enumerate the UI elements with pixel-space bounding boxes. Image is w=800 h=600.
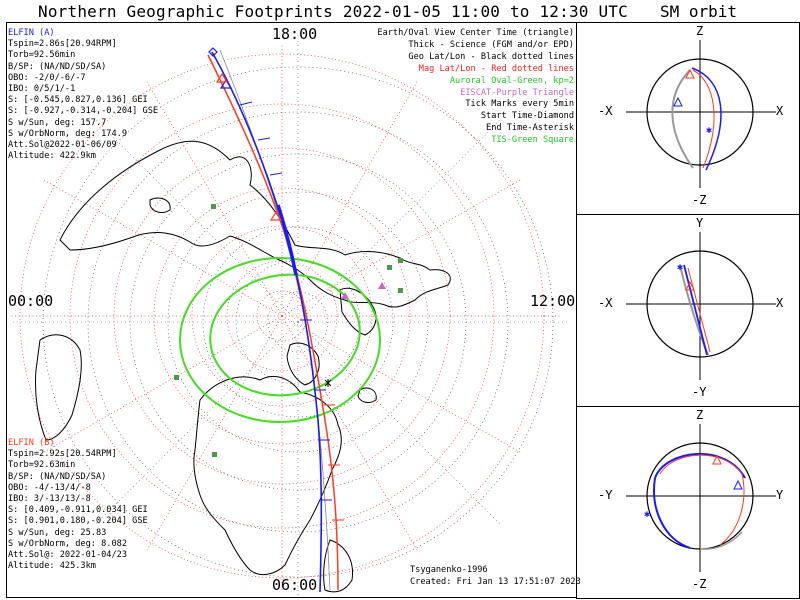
svg-text:✱: ✱ [706, 125, 712, 136]
elfin-b-line: IBO: 3/-13/13/-8 [8, 494, 91, 505]
sm3-bottom: -Z [692, 577, 707, 591]
tick-marks [239, 101, 332, 501]
legend-item: Geo Lat/Lon - Black dotted lines [408, 51, 574, 62]
elfin-b-line: S: [0.409,-0.911,0.034] GEI [8, 505, 148, 516]
elfin-a-line: S w/Sun, deg: 157.7 [8, 117, 107, 128]
reference-track [219, 49, 331, 591]
footprint-map[interactable] [6, 22, 577, 598]
elfin-a-line: Altitude: 422.9km [8, 151, 96, 162]
legend-item: EISCAT-Purple Triangle [460, 87, 574, 98]
elfin-b-line: S: [0.901,0.180,-0.204] GSE [8, 516, 148, 527]
svg-text:✱: ✱ [677, 262, 683, 273]
model-label: Tsyganenko-1996 [410, 565, 488, 575]
hour-label-left: 00:00 [8, 292, 54, 310]
sm2-top: Y [696, 216, 704, 230]
legend-item: TIS-Green Square [491, 135, 574, 146]
hour-label-top: 18:00 [272, 25, 318, 43]
mag-lon-lines [10, 45, 560, 590]
elfin-b-line: Torb=92.63min [8, 460, 76, 471]
sm3-right: Y [776, 488, 784, 502]
legend-item: Thick - Science (FGM and/or EPD) [408, 39, 574, 50]
elfin-b-line: S w/Sun, deg: 25.83 [8, 527, 107, 538]
elfin-b-line: B/SP: (NA/ND/SD/SA) [8, 471, 107, 482]
elfin-a-line: B/SP: (NA/ND/SD/SA) [8, 61, 107, 72]
elfin-a-name: ELFIN (A) [8, 28, 55, 38]
credits: Tsyganenko-1996 Created: Fri Jan 13 17:5… [410, 565, 581, 588]
elfin-b-line: Altitude: 425.3km [8, 561, 96, 572]
elfin-a-line: OBO: -2/0/-6/-7 [8, 72, 86, 83]
legend-item: End Time-Asterisk [486, 123, 574, 134]
elfin-a-science-segment [276, 204, 298, 276]
legend-item: Tick Marks every 5min [465, 99, 574, 110]
legend: Earth/Oval View Center Time (triangle) Th… [377, 28, 574, 147]
elfin-a-line: Att.Sol@2022-01-06/09 [8, 140, 117, 151]
legend-item: Auroral Oval-Green, kp=2 [449, 75, 574, 86]
sm3-top: Z [696, 408, 704, 422]
page-title: Northern Geographic Footprints 2022-01-0… [38, 2, 628, 21]
created-label: Created: Fri Jan 13 17:51:07 2023 [410, 576, 581, 587]
sm2-left: -X [598, 296, 613, 310]
elfin-b-line: Tspin=2.92s[20.54RPM] [8, 449, 117, 460]
elfin-a-info: ELFIN (A) Tspin=2.86s[20.94RPM] Torb=92.5… [8, 28, 158, 162]
svg-text:✱: ✱ [644, 509, 650, 520]
elfin-a-start-diamond [208, 47, 218, 57]
sm-plot-yz: ✱ [626, 424, 776, 572]
elfin-a-line: Torb=92.56min [8, 50, 76, 61]
elfin-b-name: ELFIN (B) [8, 438, 55, 448]
sm2-right: X [776, 296, 784, 310]
sm2-bottom: -Y [692, 385, 707, 399]
elfin-b-center-triangle-2 [215, 72, 229, 83]
sm1-left: -X [598, 104, 613, 118]
hour-label-bottom: 06:00 [272, 576, 318, 594]
end-asterisk [324, 379, 332, 387]
eiscat-purple-triangles [341, 282, 386, 299]
elfin-a-line: S w/OrbNorm, deg: 174.9 [8, 128, 127, 139]
elfin-b-track [207, 54, 339, 591]
elfin-b-center-triangle [269, 210, 283, 221]
elfin-b-line: S w/OrbNorm, deg: 8.082 [8, 538, 127, 549]
geo-lon-lines [12, 40, 570, 596]
sm1-right: X [776, 104, 784, 118]
auroral-oval [179, 257, 381, 423]
legend-item: Mag Lat/Lon - Red dotted lines [418, 63, 574, 74]
sm1-top: Z [696, 24, 704, 38]
tis-green-squares [174, 204, 403, 457]
elfin-a-line: Tspin=2.86s[20.94RPM] [8, 39, 117, 50]
sm-plot-xy: ✱ [626, 232, 776, 380]
continent-outlines [35, 140, 451, 593]
elfin-b-line: Att.Sol@: 2022-01-04/23 [8, 550, 127, 561]
elfin-b-info: ELFIN (B) Tspin=2.92s[20.54RPM] Torb=92.6… [8, 438, 148, 572]
elfin-b-line: OBO: -4/-13/4/-8 [8, 482, 91, 493]
elfin-a-line: S: [-0.545,0.827,0.136] GEI [8, 95, 148, 106]
sm3-left: -Y [598, 488, 613, 502]
elfin-a-track [211, 51, 323, 593]
sm-orbit-title: SM orbit [660, 2, 738, 21]
elfin-a-line: S: [-0.927,-0.314,-0.204] GSE [8, 106, 159, 117]
elfin-a-center-triangle [219, 78, 233, 89]
sm-plot-xz: ✱ [626, 40, 776, 188]
elfin-a-line: IBO: 0/5/1/-1 [8, 84, 76, 95]
hour-label-right: 12:00 [530, 292, 576, 310]
sm1-bottom: -Z [692, 193, 707, 207]
legend-item: Earth/Oval View Center Time (triangle) [377, 28, 574, 38]
legend-item: Start Time-Diamond [480, 111, 574, 122]
tick-marks-b [323, 404, 344, 521]
